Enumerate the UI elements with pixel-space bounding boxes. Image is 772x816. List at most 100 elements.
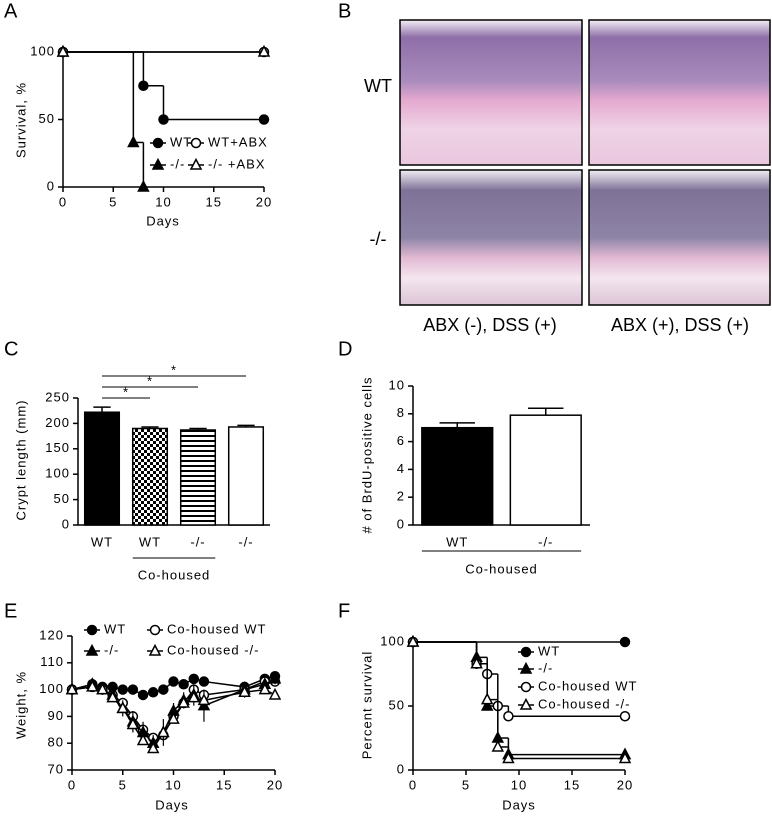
marker [502, 751, 515, 764]
y-tick-label: 0 [47, 178, 55, 193]
y-tick-label: 50 [54, 491, 70, 506]
marker [198, 676, 210, 687]
marker [137, 179, 150, 192]
y-tick-label: 0 [397, 516, 405, 531]
marker [117, 684, 128, 695]
marker [146, 741, 160, 754]
x-tick-label: WT [446, 534, 468, 549]
marker [158, 684, 169, 695]
bar [509, 414, 582, 526]
x-tick-label: 5 [109, 194, 117, 209]
legend-label: -/- +ABX [208, 156, 266, 171]
legend-marker [85, 643, 99, 656]
panel-label: C [4, 338, 18, 360]
panel-label: E [4, 600, 17, 622]
legend-label: WT+ABX [208, 134, 268, 149]
y-axis-label: Weight, % [13, 671, 28, 739]
legend-label: -/- [538, 660, 553, 675]
panel-label: D [338, 338, 352, 360]
legend-marker [519, 661, 533, 674]
x-axis-label: Days [146, 213, 180, 228]
marker [126, 717, 140, 730]
panel-label: A [4, 0, 18, 22]
marker [167, 711, 180, 724]
marker [618, 751, 632, 764]
marker [106, 690, 119, 703]
y-axis-label: Crypt length (mm) [13, 399, 28, 520]
column-label: ABX (+), DSS (+) [611, 315, 749, 335]
legend-marker [189, 157, 203, 170]
y-tick-label: 50 [39, 111, 55, 126]
x-tick-label: 20 [267, 777, 283, 792]
marker [503, 710, 514, 722]
x-tick-label: 10 [165, 777, 181, 792]
image [588, 19, 771, 166]
marker [116, 701, 129, 714]
row-label: WT [364, 76, 392, 96]
y-tick-label: 150 [45, 440, 70, 455]
image [588, 169, 771, 306]
marker [96, 682, 109, 695]
legend-label: Co-housed WT [538, 678, 637, 693]
y-tick-label: 90 [48, 708, 64, 723]
x-tick-label: 0 [409, 777, 417, 792]
legend-marker [86, 624, 98, 636]
x-tick-label: 15 [216, 777, 232, 792]
y-tick-label: 50 [389, 697, 405, 712]
y-tick-label: 110 [40, 654, 64, 669]
marker [268, 687, 282, 700]
marker [56, 44, 70, 57]
marker [136, 733, 150, 746]
marker [127, 684, 139, 695]
legend-label: -/- [104, 642, 119, 657]
x-tick-label: 5 [119, 777, 127, 792]
y-tick-label: 4 [397, 461, 405, 476]
image [399, 19, 583, 166]
bar [421, 426, 494, 526]
y-tick-label: 250 [45, 389, 70, 404]
x-tick-label: 10 [511, 777, 527, 792]
y-tick-label: 80 [48, 735, 64, 750]
marker [480, 698, 494, 711]
marker [157, 725, 170, 738]
y-tick-label: 0 [397, 761, 405, 776]
image [399, 169, 583, 306]
marker [619, 636, 631, 648]
significance-label: * [123, 384, 129, 399]
marker [86, 679, 99, 692]
legend-label: WT [104, 621, 126, 636]
y-tick-label: 2 [397, 489, 405, 504]
x-tick-label: WT [139, 534, 161, 549]
legend-marker [520, 646, 532, 658]
marker [127, 135, 140, 148]
marker [138, 80, 149, 91]
column-label: ABX (-), DSS (+) [423, 315, 557, 335]
y-tick-label: 120 [39, 627, 64, 642]
legend-marker [519, 697, 533, 710]
marker [238, 685, 251, 698]
x-tick-label: -/- [238, 534, 253, 549]
legend-label: Co-housed -/- [167, 642, 259, 657]
x-tick-label: 10 [155, 194, 171, 209]
legend-label: WT [538, 643, 560, 658]
legend-label: Co-housed WT [167, 621, 266, 636]
marker [406, 634, 420, 647]
x-tick-label: 15 [564, 777, 580, 792]
bar [131, 427, 169, 526]
marker [65, 682, 79, 695]
x-tick-label: 20 [617, 777, 633, 792]
x-axis-label: Days [155, 797, 189, 812]
legend-marker [152, 137, 164, 149]
y-tick-label: 100 [39, 681, 64, 696]
legend-marker [148, 643, 162, 656]
row-label: -/- [370, 229, 387, 249]
marker [268, 671, 282, 684]
x-tick-label: 0 [68, 777, 76, 792]
x-tick-label: -/- [538, 534, 553, 549]
marker [177, 695, 190, 708]
y-tick-label: 0 [62, 516, 70, 531]
legend-label: -/- [170, 156, 185, 171]
x-tick-label: 15 [206, 194, 222, 209]
y-tick-label: 6 [397, 433, 405, 448]
